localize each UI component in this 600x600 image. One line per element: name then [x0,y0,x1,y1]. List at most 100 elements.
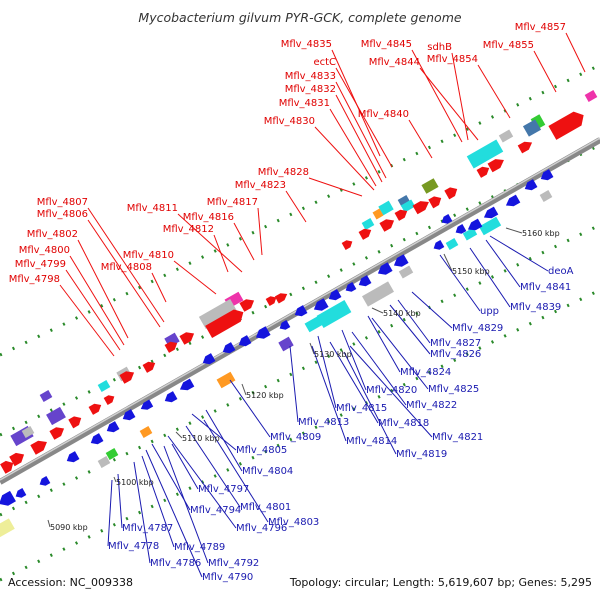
leader-line-mflv_4801 [185,425,241,508]
gene-label-mflv_4817: Mflv_4817 [207,197,258,208]
forward-gene-arrow [68,416,82,429]
leader-line-mflv_4800 [69,255,125,346]
leader-line-5100-kbp [113,476,117,483]
gene-label-mflv_4825: Mflv_4825 [428,384,479,395]
gene-label-mflv_4821: Mflv_4821 [432,432,483,443]
gene-label-mflv_4808: Mflv_4808 [101,262,152,273]
forward-gene-arrow [379,219,395,232]
reverse-gene-arrow [328,289,342,301]
reverse-gene-arrow [313,298,329,311]
feature-block-orange [372,208,384,220]
reverse-label-leaders [47,227,549,578]
gene-label-mflv_4819: Mflv_4819 [396,449,447,460]
forward-gene-arrow [239,299,255,312]
forward-gene-arrow [49,427,65,440]
feature-block-gray [361,281,395,307]
reverse-gene-arrow [433,240,445,250]
reverse-gene-arrow [505,194,521,207]
scale-label-5130-kbp: 5130 kbp [314,350,352,359]
leader-line-mflv_4790 [145,449,203,578]
feature-block-steel [397,195,411,207]
leader-line-mflv_4798 [59,284,115,357]
forward-gene-arrow [119,371,135,384]
feature-block-cyan [445,238,459,250]
leader-line-mflv_4814 [311,345,347,442]
leader-line-mflv_4787 [117,473,123,529]
reverse-gene-arrow [441,214,453,224]
feature-block-cyan [97,380,111,392]
leader-line-mflv_4816 [233,222,255,261]
leader-line-mflv_4820 [341,329,367,391]
gene-label-mflv_4833: Mflv_4833 [285,71,336,82]
reverse-gene-arrow [345,282,357,292]
feature-block-cyan [304,315,324,333]
gene-label-mflv_4840: Mflv_4840 [358,109,409,120]
leader-line-5090-kbp [47,519,51,528]
leader-line-mflv_4830 [314,126,375,191]
feature-block-orange [139,426,153,438]
gene-label-mflv_4812: Mflv_4812 [163,224,214,235]
leader-line-mflv_4805 [191,413,237,451]
leader-line-mflv_4792 [163,445,209,564]
gene-label-mflv_4845: Mflv_4845 [361,39,412,50]
gene-label-mflv_4857: Mflv_4857 [515,22,566,33]
feature-block-gray [198,299,238,329]
leader-line-mflv_4815 [317,335,337,409]
leader-line-mflv_4807 [87,207,165,323]
feature-blocks [0,90,598,538]
reverse-gene-arrow [393,254,409,267]
leader-line-5130-kbp [309,342,315,355]
leader-line-5150-kbp [443,253,453,272]
reverse-gene-arrow [483,206,499,219]
feature-block-gray [398,265,414,279]
forward-gene-arrow [179,332,195,345]
gene-label-deoa: deoA [548,266,574,277]
gene-label-mflv_4830: Mflv_4830 [264,116,315,127]
leader-line-mflv_4845 [411,49,463,143]
gene-label-mflv_4813: Mflv_4813 [298,417,349,428]
gene-label-mflv_4807: Mflv_4807 [37,197,88,208]
forward-gene-arrow [142,361,156,373]
gene-label-mflv_4828: Mflv_4828 [258,167,309,178]
leader-line-mflv_4822 [351,331,407,406]
gene-label-mflv_4800: Mflv_4800 [19,245,70,256]
reverse-gene-arrow [222,342,236,354]
leader-line-mflv_4829 [411,291,453,329]
feature-block-gray [97,456,111,468]
forward-gene-arrow [341,240,353,250]
leader-line-mflv_4802 [77,239,129,339]
reverse-gene-arrow [238,335,252,347]
gene-label-upp: upp [480,306,499,317]
leader-line-mflv_4819 [343,351,397,455]
gene-label-mflv_4811: Mflv_4811 [127,203,178,214]
scale-label-5120-kbp: 5120 kbp [246,391,284,400]
leader-line-mflv_4825 [371,317,429,390]
forward-gene-labels: Mflv_4857 sdhB Mflv_4845 Mflv_4835 Mflv_4855… [9,22,566,285]
leader-line-mflv_4841 [485,239,521,288]
scale-label-5090-kbp: 5090 kbp [50,523,88,532]
forward-gene-arrow [205,309,244,338]
gene-label-mflv_4832: Mflv_4832 [285,84,336,95]
gene-label-mflv_4820: Mflv_4820 [366,385,417,396]
genome-summary-text: Topology: circular; Length: 5,619,607 bp… [289,576,592,589]
scale-label-5100-kbp: 5100 kbp [116,478,154,487]
feature-block-steel [522,119,542,137]
leader-line-mflv_4799 [65,269,121,351]
reverse-gene-arrows [0,169,554,506]
leader-line-mflv_4796 [167,435,237,529]
reverse-gene-arrow [377,262,393,275]
forward-gene-arrow [30,440,47,455]
gene-label-mflv_4801: Mflv_4801 [240,502,291,513]
gene-label-mflv_4796: Mflv_4796 [236,523,287,534]
leader-line-mflv_4817 [257,207,263,256]
leader-line-mflv_4831 [329,108,377,187]
reverse-gene-arrow [164,391,178,403]
gene-label-ectc: ectC [313,57,336,68]
gene-label-mflv_4803: Mflv_4803 [268,517,319,528]
feature-block-yellow [0,518,15,538]
leader-line-mflv_4826 [389,304,431,355]
gene-label-mflv_4790: Mflv_4790 [202,572,253,583]
gene-label-mflv_4806: Mflv_4806 [37,209,88,220]
reverse-gene-arrow [140,399,154,410]
leader-line-upp [439,254,481,312]
